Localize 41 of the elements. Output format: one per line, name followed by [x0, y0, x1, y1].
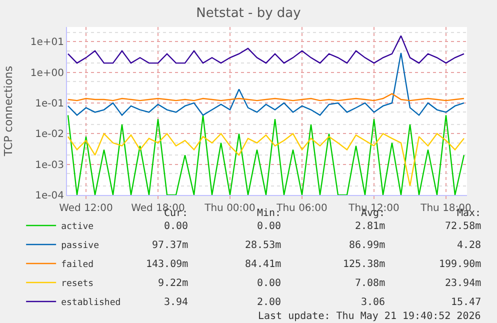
line-series	[67, 93, 465, 102]
text: 86.99m	[349, 240, 386, 251]
y-tick-label: 1e-03	[35, 160, 64, 171]
text: 143.09m	[146, 259, 188, 270]
legend-label: resets	[61, 279, 94, 290]
line-series	[67, 114, 465, 195]
text: 2.81m	[355, 221, 386, 232]
legend-label: active	[61, 222, 94, 232]
x-tick-label: Thu 00:00	[204, 203, 256, 214]
text: 84.41m	[245, 259, 282, 270]
text: 199.90m	[439, 259, 482, 270]
line-series	[67, 35, 465, 64]
text: 0.00	[257, 221, 282, 232]
line-series	[67, 133, 465, 186]
text: 2.00	[257, 297, 282, 308]
legend-label: passive	[61, 241, 100, 252]
text: 97.37m	[152, 240, 188, 251]
y-tick-label: 1e-02	[35, 129, 64, 140]
legend-label: failed	[61, 260, 94, 270]
text: 0.00	[164, 221, 188, 232]
text: Last update: Thu May 21 19:40:52 2026	[258, 311, 481, 322]
text: 125.38m	[343, 259, 386, 270]
y-tick-label: 1e+00	[30, 68, 64, 79]
text: 3.94	[164, 297, 188, 308]
text: 23.94m	[445, 278, 482, 289]
y-axis-title: TCP connections	[2, 66, 16, 158]
text: 7.08m	[355, 278, 386, 289]
legend-label: established	[61, 298, 121, 308]
text: 28.53m	[245, 240, 282, 251]
text: 0.00	[257, 278, 282, 289]
y-tick-label: 1e+01	[30, 37, 64, 48]
text: 4.28	[457, 240, 482, 251]
chart-title: Netstat - by day	[196, 6, 302, 22]
text: 72.58m	[445, 221, 482, 232]
x-tick-label: Wed 12:00	[59, 203, 113, 214]
text: 9.22m	[158, 278, 188, 289]
y-tick-label: 1e-04	[35, 190, 64, 202]
line-series	[67, 52, 465, 116]
text: 15.47	[451, 297, 482, 308]
y-tick-label: 1e-01	[35, 98, 64, 110]
text: 3.06	[361, 297, 386, 308]
